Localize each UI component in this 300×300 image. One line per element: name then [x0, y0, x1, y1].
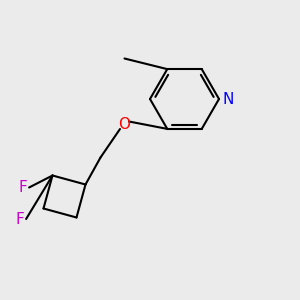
Text: N: N — [222, 92, 233, 106]
Text: O: O — [118, 117, 130, 132]
Text: F: F — [18, 180, 27, 195]
Text: F: F — [15, 212, 24, 226]
